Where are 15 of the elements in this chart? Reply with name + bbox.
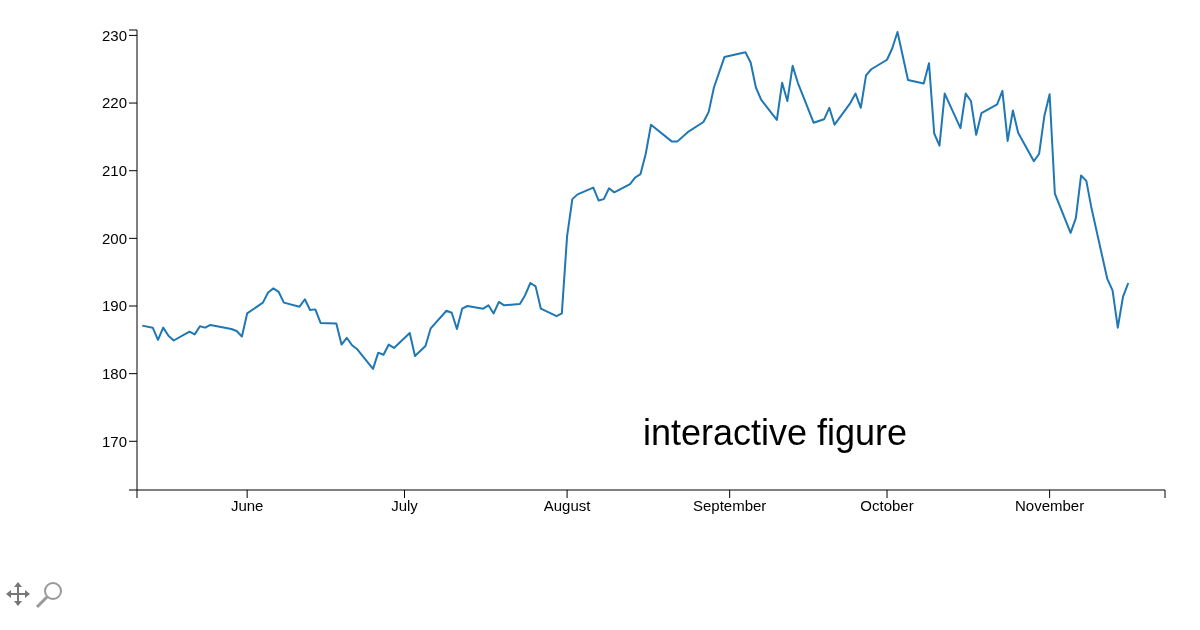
y-tick-label: 210 [101, 162, 127, 180]
y-tick-label: 230 [101, 26, 127, 44]
x-tick-label: June [230, 496, 264, 514]
x-tick-label: August [543, 496, 592, 514]
x-tick-label: September [692, 496, 767, 514]
y-tick-label: 220 [101, 94, 127, 112]
x-tick-label: October [860, 496, 914, 514]
y-tick-label: 180 [101, 364, 127, 382]
line-series [141, 31, 1130, 370]
y-tick-label: 190 [101, 297, 127, 315]
y-tick-label: 170 [101, 432, 127, 450]
y-tick-label: 200 [101, 229, 127, 247]
annotation: interactive figure [641, 412, 909, 454]
x-tick-label: November [1015, 496, 1085, 514]
x-tick-label: July [391, 496, 419, 514]
